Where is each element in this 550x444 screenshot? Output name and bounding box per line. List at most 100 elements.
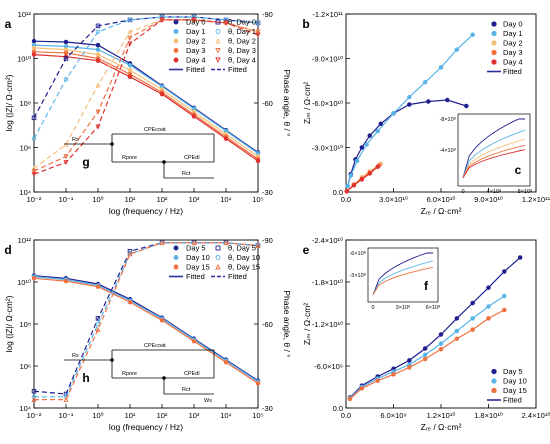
data-point [63, 50, 69, 56]
data-point [31, 171, 37, 178]
circuit-part-label: CPEcoat [144, 343, 166, 349]
inset-series-line [372, 266, 434, 296]
circuit-diagram: Rs CPEcoat Rpore CPEdl Rct g [64, 127, 215, 179]
series-group [31, 14, 261, 178]
circuit-part-label: Rs [72, 137, 79, 143]
circuit-part-label: Ws [204, 398, 212, 404]
inset-x-tick-label: 0 [461, 189, 464, 195]
data-point [95, 42, 101, 48]
data-point [454, 316, 460, 321]
plot-frame [33, 239, 259, 409]
circuit-part-label: CPEcoat [144, 127, 166, 133]
y2-tick-label: -30 [262, 188, 273, 197]
y-tick-label: -9.0×10¹⁰ [312, 55, 343, 64]
y-tick-label: -6.0×10¹⁰ [312, 99, 343, 108]
y2-tick-label: -60 [262, 320, 273, 329]
data-point [438, 65, 444, 70]
data-point [378, 121, 384, 127]
data-point [517, 255, 523, 260]
data-point [348, 173, 354, 178]
x-tick-label: 10⁻¹ [59, 411, 74, 420]
x-tick-label: 10⁻¹ [59, 195, 74, 204]
data-point [347, 396, 353, 402]
legend-marker [215, 37, 221, 44]
data-point [407, 102, 412, 107]
legend-marker [215, 255, 221, 260]
data-point [422, 352, 428, 358]
data-point [470, 327, 475, 332]
x-tick-label: 10⁴ [220, 195, 232, 204]
data-point [438, 341, 444, 346]
inset-series-line [372, 260, 434, 296]
data-point [486, 304, 491, 309]
data-point [95, 284, 101, 289]
inset-label: f [424, 279, 429, 293]
x-tick-label: 9.0×10¹⁰ [474, 195, 503, 204]
inset-y-tick-label: -4×10⁸ [439, 147, 456, 154]
panel-label: b [302, 17, 309, 31]
series-line-z [33, 275, 259, 382]
data-point [31, 136, 37, 141]
legend-marker [173, 245, 179, 251]
inset-x-tick-label: 8×10⁸ [518, 188, 533, 195]
data-point [31, 38, 37, 44]
legend-marker [173, 57, 179, 63]
legend-marker [491, 49, 497, 56]
data-point [95, 23, 101, 29]
data-point [422, 79, 428, 85]
series-line-z [33, 51, 259, 160]
series-line-theta [33, 16, 259, 119]
data-point [364, 142, 369, 147]
circuit-part-label: Rct [182, 387, 191, 393]
y-axis-label: Zᵢₘ / Ω·cm² [302, 303, 312, 345]
y-tick-label: 10¹² [18, 236, 32, 245]
series-line-theta [33, 242, 259, 395]
data-point [470, 316, 475, 321]
data-point [344, 189, 350, 194]
data-point [375, 128, 380, 134]
inset-series-line [462, 138, 526, 179]
circuit-part-label: CPEdl [184, 155, 200, 161]
data-point [63, 56, 69, 61]
legend-label: θ, Day 10 [228, 253, 260, 262]
data-point [191, 339, 197, 344]
legend-marker [173, 255, 179, 260]
legend-label: Day 5 [186, 244, 206, 253]
x-tick-label: 10¹ [125, 195, 136, 204]
legend-marker [491, 59, 497, 65]
legend-label: Day 10 [503, 377, 527, 386]
data-point [63, 141, 69, 147]
data-point [438, 332, 444, 337]
legend-label: Day 0 [503, 20, 523, 29]
x-axis-label: log (frequency / Hz) [109, 206, 183, 216]
legend-marker [491, 368, 497, 375]
data-point [359, 145, 365, 150]
y-tick-label: -3.0×10¹⁰ [312, 144, 343, 153]
y2-tick-label: -90 [262, 236, 273, 245]
legend-label: Fitted [186, 272, 205, 281]
data-point [127, 17, 133, 23]
series-line-theta [33, 19, 259, 172]
data-point [31, 52, 37, 57]
legend-marker [491, 387, 497, 394]
y-tick-label: -1.2×10¹⁰ [312, 320, 343, 329]
data-point [223, 239, 229, 246]
inset-y-tick-label: -6×10⁸ [349, 250, 366, 257]
y-tick-label: 10⁴ [19, 188, 31, 197]
data-point [375, 164, 380, 170]
data-point [367, 133, 373, 138]
data-point [351, 183, 357, 188]
x-tick-label: 10⁴ [220, 411, 232, 420]
data-point [63, 278, 69, 284]
data-point [95, 82, 101, 88]
panel-e: 0.0 6.0×10⁹ 1.2×10¹⁰ 1.8×10¹⁰ 2.4×10¹⁰ 0.0 -6.… [302, 236, 550, 432]
data-point [63, 39, 69, 45]
circuit-part-label: CPEdl [184, 371, 200, 377]
legend-label: Day 3 [186, 46, 206, 55]
legend-label: Day 2 [186, 37, 206, 46]
legend-marker [215, 245, 221, 251]
legend-marker [491, 378, 497, 384]
legend-marker [491, 40, 497, 46]
